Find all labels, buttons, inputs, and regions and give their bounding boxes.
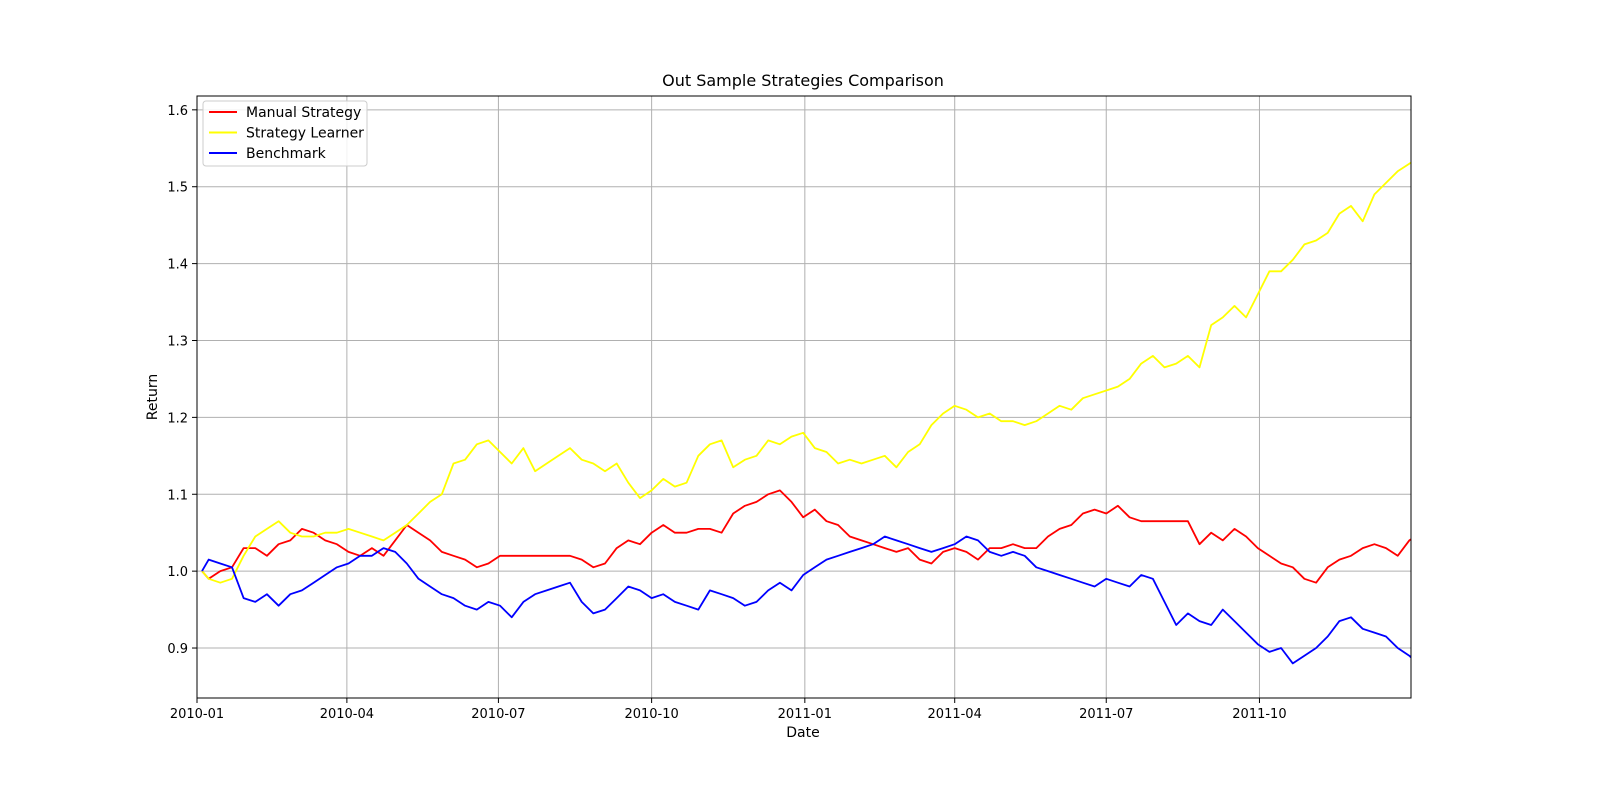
y-axis: 0.9 1.0 1.1 1.2 1.3 1.4 1.5 1.6: [167, 104, 197, 657]
y-tick-label: 1.2: [167, 411, 188, 426]
y-tick-label: 1.0: [167, 565, 188, 580]
x-tick-label: 2011-04: [928, 707, 982, 722]
y-tick-label: 1.6: [167, 104, 188, 119]
x-tick-label: 2011-01: [778, 707, 832, 722]
y-tick-label: 1.5: [167, 181, 188, 196]
chart-title: Out Sample Strategies Comparison: [662, 71, 944, 90]
y-tick-label: 0.9: [167, 642, 188, 657]
x-axis: 2010-01 2010-04 2010-07 2010-10 2011-01 2011-…: [170, 698, 1287, 722]
x-tick-label: 2010-04: [320, 707, 374, 722]
series-line-3: [201, 535, 1411, 665]
series-layer: [201, 161, 1411, 665]
x-tick-label: 2010-10: [624, 707, 678, 722]
series-line-2: [201, 161, 1411, 584]
y-tick-label: 1.3: [167, 334, 188, 349]
legend-box: [202, 100, 368, 167]
grid: [196, 96, 1411, 698]
x-tick-label: 2011-07: [1079, 707, 1133, 722]
x-axis-label: Date: [786, 725, 819, 741]
x-tick-label: 2010-07: [471, 707, 525, 722]
x-tick-label: 2011-10: [1232, 707, 1286, 722]
series-line-1: [201, 489, 1411, 584]
legend-entry: Benchmark: [246, 146, 327, 162]
y-tick-label: 1.1: [167, 488, 188, 503]
plot-frame: [196, 95, 1412, 699]
legend-entry: Strategy Learner: [246, 126, 364, 142]
x-tick-label: 2010-01: [170, 707, 224, 722]
y-tick-label: 1.4: [167, 258, 188, 273]
y-axis-label: Return: [145, 374, 161, 420]
legend: Manual Strategy Strategy Learner Benchmark: [202, 100, 368, 167]
legend-entry: Manual Strategy: [246, 105, 361, 121]
